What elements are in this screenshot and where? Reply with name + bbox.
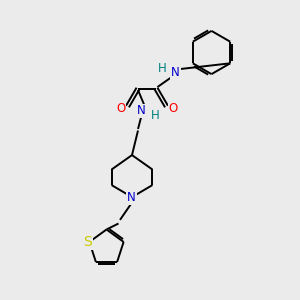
Text: N: N xyxy=(171,66,180,79)
Text: O: O xyxy=(169,102,178,116)
Text: N: N xyxy=(136,104,146,118)
Text: H: H xyxy=(158,62,166,76)
Text: S: S xyxy=(83,235,92,249)
Text: H: H xyxy=(151,109,160,122)
Text: O: O xyxy=(116,102,125,116)
Text: N: N xyxy=(127,190,136,204)
